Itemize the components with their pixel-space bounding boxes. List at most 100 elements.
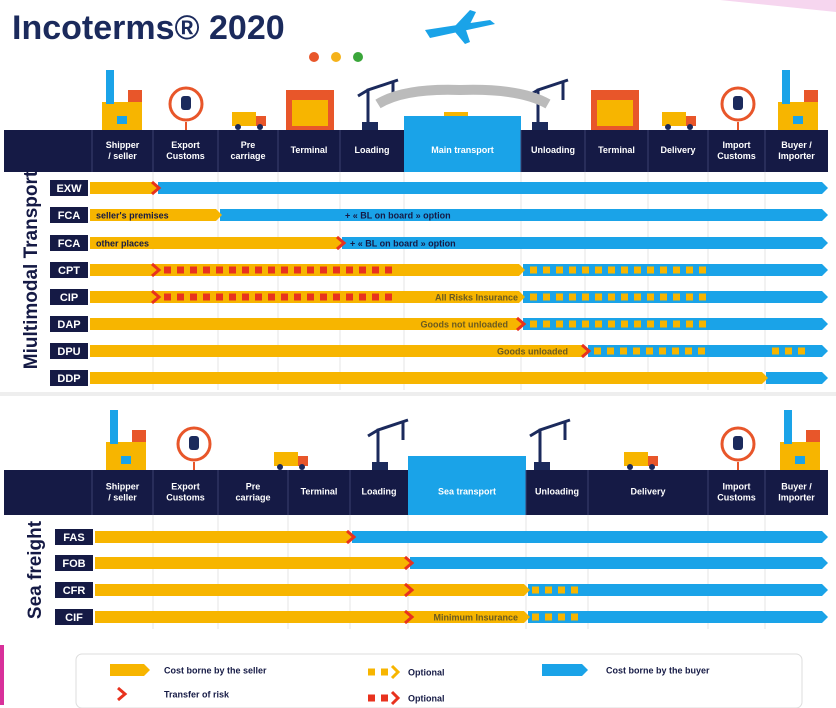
column-header: ExportCustoms <box>166 482 205 503</box>
shape <box>665 124 671 130</box>
highlight-column <box>408 456 526 515</box>
optional-dash <box>333 267 340 274</box>
optional-dash <box>582 294 589 301</box>
column-header: Unloading <box>531 145 575 155</box>
optional-dash <box>543 267 550 274</box>
optional-dash <box>798 348 805 355</box>
optional-dash <box>530 267 537 274</box>
optional-dash <box>633 348 640 355</box>
legend-label: Optional <box>408 667 445 677</box>
optional-dash <box>621 294 628 301</box>
optional-dash <box>556 267 563 274</box>
factory-icon <box>778 70 818 130</box>
terminal-icon <box>286 90 334 130</box>
shape <box>795 456 805 464</box>
optional-dash <box>660 321 667 328</box>
shape <box>804 90 818 102</box>
row-code: FAS <box>63 532 84 544</box>
optional-dash <box>673 267 680 274</box>
shape <box>806 430 820 442</box>
optional-dash <box>660 267 667 274</box>
section-label: Sea freight <box>25 520 46 619</box>
column-header: Terminal <box>301 487 338 497</box>
infographic: Incoterms® 2020 Shipper/ sellerExportCus… <box>0 0 836 708</box>
optional-dash <box>595 267 602 274</box>
seller-cost-bar <box>90 372 768 384</box>
optional-dash <box>660 294 667 301</box>
seller-cost-bar <box>90 182 160 194</box>
optional-dash <box>698 348 705 355</box>
buyer-cost-bar <box>220 209 828 221</box>
optional-dash <box>699 267 706 274</box>
section-label: Miultimodal Transport <box>21 170 42 369</box>
optional-dash <box>634 294 641 301</box>
truck-icon <box>274 452 308 470</box>
buyer-cost-bar <box>352 531 828 543</box>
crane-icon <box>368 420 408 470</box>
seller-cost-bar <box>95 584 530 596</box>
legend-label: Optional <box>408 693 445 703</box>
optional-dash <box>582 321 589 328</box>
row-note: All Risks Insurance <box>435 292 518 302</box>
optional-dash <box>268 267 275 274</box>
shape <box>232 112 256 126</box>
row-code: CIP <box>60 292 78 304</box>
optional-dash <box>203 294 210 301</box>
optional-dash <box>281 294 288 301</box>
shape <box>733 96 743 110</box>
column-header: Terminal <box>598 145 635 155</box>
shape <box>793 116 803 124</box>
optional-dash <box>556 321 563 328</box>
shape <box>121 456 131 464</box>
optional-dash <box>621 267 628 274</box>
column-header: ImportCustoms <box>717 482 756 503</box>
optional-dash <box>699 294 706 301</box>
optional-dash <box>571 614 578 621</box>
optional-dash <box>242 294 249 301</box>
optional-dash <box>621 321 628 328</box>
optional-dash <box>558 614 565 621</box>
optional-dash <box>242 267 249 274</box>
optional-dash <box>607 348 614 355</box>
divider <box>0 392 836 396</box>
optional-dash <box>164 294 171 301</box>
row-code: DDP <box>57 373 80 385</box>
optional-dash <box>772 348 779 355</box>
optional-dash <box>359 294 366 301</box>
row-note: Minimum Insurance <box>433 612 518 622</box>
legend-label: Cost borne by the buyer <box>606 665 710 675</box>
optional-dash <box>177 267 184 274</box>
shape <box>235 124 241 130</box>
optional-dash <box>307 294 314 301</box>
shape <box>274 452 298 466</box>
optional-dash <box>673 321 680 328</box>
dot <box>353 52 363 62</box>
highlight-column <box>404 116 521 172</box>
row-code: FCA <box>58 238 81 250</box>
shape <box>362 122 378 130</box>
dot <box>331 52 341 62</box>
row-code: CPT <box>58 265 80 277</box>
buyer-cost-bar <box>158 182 828 194</box>
optional-dash <box>543 321 550 328</box>
seller-cost-bar <box>110 664 150 676</box>
shape <box>257 124 263 130</box>
truck-icon <box>624 452 658 470</box>
optional-dash <box>685 348 692 355</box>
optional-dash <box>229 294 236 301</box>
crane-icon <box>530 420 570 470</box>
optional-dash <box>569 267 576 274</box>
shape <box>627 464 633 470</box>
optional-dash <box>381 695 388 702</box>
row-note: + « BL on board » option <box>350 238 456 248</box>
seller-cost-bar <box>95 531 354 543</box>
optional-dash <box>569 321 576 328</box>
optional-dash <box>608 267 615 274</box>
shape <box>597 100 633 126</box>
optional-dash <box>595 294 602 301</box>
optional-dash <box>634 321 641 328</box>
shape <box>784 410 792 444</box>
column-header: ExportCustoms <box>166 140 205 161</box>
optional-dash <box>595 321 602 328</box>
buyer-cost-bar <box>766 372 828 384</box>
